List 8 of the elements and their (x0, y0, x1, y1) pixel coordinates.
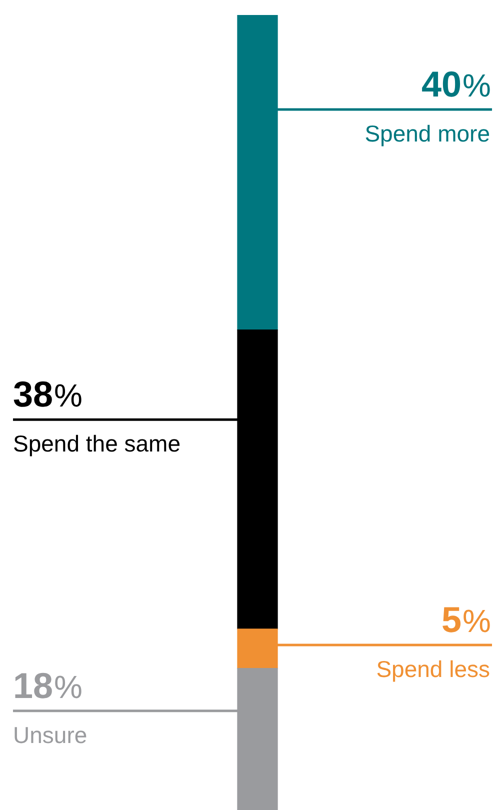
text: Unsure (13, 722, 88, 748)
data-label: 38% (13, 374, 82, 415)
data-label: 40% (422, 63, 491, 104)
data-label: 18% (13, 664, 82, 706)
text: Spend the same (13, 430, 181, 457)
text: Spend less (376, 656, 490, 682)
data-label: 5% (442, 598, 491, 640)
text: Spend more (364, 120, 490, 146)
